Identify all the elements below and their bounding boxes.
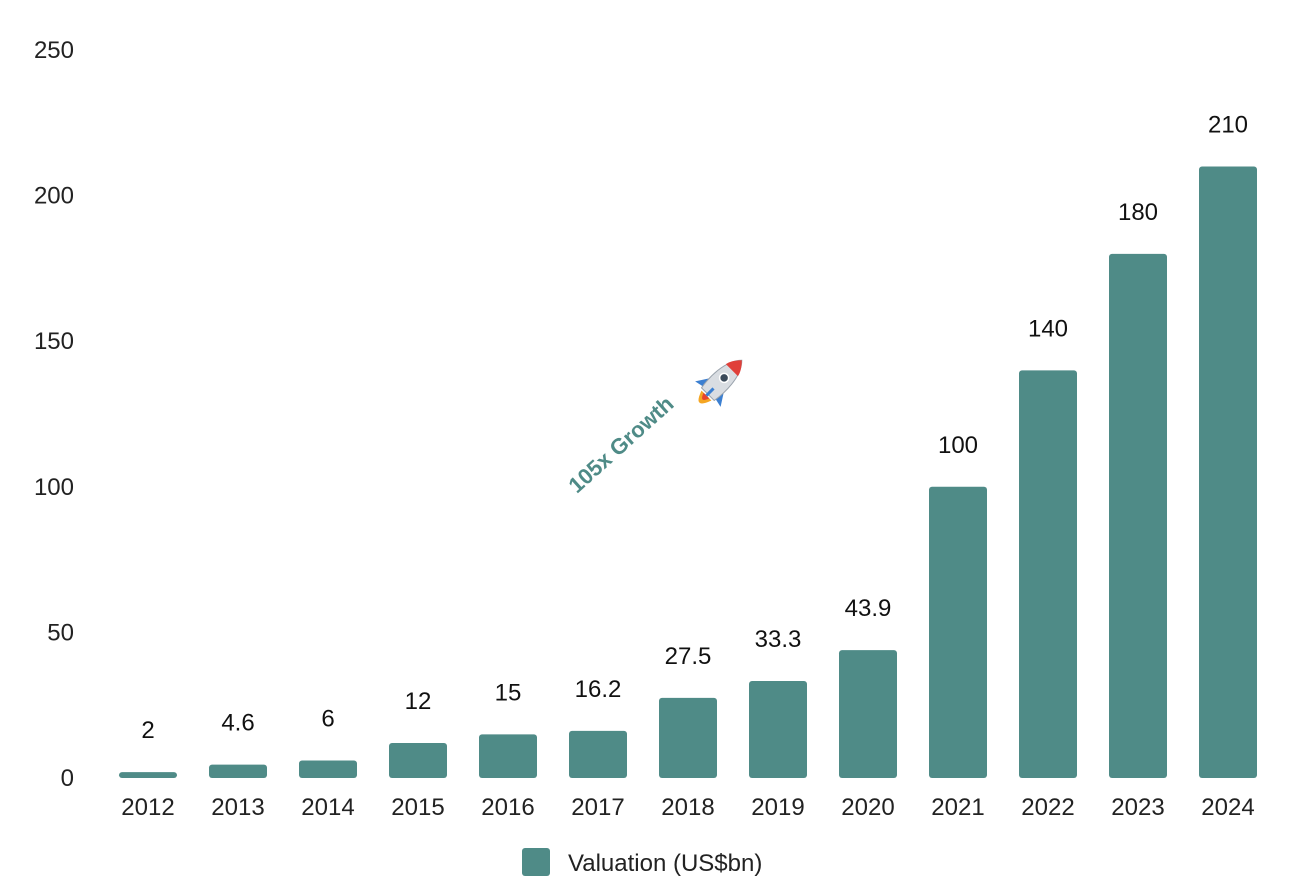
data-label-2013: 4.6 — [221, 710, 254, 737]
bar-2019 — [749, 681, 807, 778]
bar-2012 — [119, 772, 177, 778]
x-tick-label: 2016 — [481, 794, 534, 821]
bar-2016 — [479, 734, 537, 778]
x-tick-label: 2012 — [121, 794, 174, 821]
data-label-2022: 140 — [1028, 315, 1068, 342]
x-tick-label: 2021 — [931, 794, 984, 821]
data-label-2019: 33.3 — [755, 626, 802, 653]
bar-2017 — [569, 730, 627, 778]
legend: Valuation (US$bn) — [522, 848, 762, 877]
x-tick-label: 2018 — [661, 794, 714, 821]
data-label-2023: 180 — [1118, 199, 1158, 226]
data-label-2021: 100 — [938, 432, 978, 459]
x-tick-label: 2017 — [571, 794, 624, 821]
data-label-2017: 16.2 — [575, 676, 622, 703]
growth-annotation: 105x Growth — [564, 359, 743, 498]
x-tick-label: 2023 — [1111, 794, 1164, 821]
x-tick-label: 2014 — [301, 794, 354, 821]
growth-annotation-text: 105x Growth — [564, 391, 679, 498]
legend-label: Valuation (US$bn) — [568, 850, 762, 877]
data-label-2012: 2 — [141, 717, 154, 744]
x-tick-label: 2013 — [211, 794, 264, 821]
bar-2023 — [1109, 253, 1167, 779]
y-tick-label: 250 — [34, 37, 74, 64]
data-label-2024: 210 — [1208, 111, 1248, 138]
bars — [119, 166, 1257, 779]
bar-2014 — [299, 760, 357, 778]
rocket-icon — [695, 359, 743, 407]
data-label-2014: 6 — [321, 706, 334, 733]
bar-2020 — [839, 650, 897, 778]
data-label-2018: 27.5 — [665, 643, 712, 670]
y-tick-label: 0 — [61, 765, 74, 792]
bar-2021 — [929, 486, 987, 778]
y-axis: 0 50 100 150 200 250 — [34, 37, 74, 792]
x-tick-label: 2022 — [1021, 794, 1074, 821]
x-tick-label: 2020 — [841, 794, 894, 821]
x-tick-label: 2019 — [751, 794, 804, 821]
bar-2015 — [389, 743, 447, 778]
x-tick-label: 2024 — [1201, 794, 1254, 821]
bar-2013 — [209, 764, 267, 778]
x-tick-label: 2015 — [391, 794, 444, 821]
bar-2022 — [1019, 370, 1077, 778]
y-tick-label: 150 — [34, 328, 74, 355]
y-tick-label: 100 — [34, 474, 74, 501]
data-label-2016: 15 — [495, 679, 522, 706]
bar-2024 — [1199, 166, 1257, 779]
data-labels: 2 4.6 6 12 15 16.2 27.5 33.3 43.9 100 140 180 210 — [141, 111, 1248, 744]
bar-2018 — [659, 697, 717, 778]
y-tick-label: 200 — [34, 183, 74, 210]
legend-swatch — [522, 848, 550, 876]
data-label-2020: 43.9 — [845, 595, 892, 622]
y-tick-label: 50 — [47, 619, 74, 646]
data-label-2015: 12 — [405, 688, 432, 715]
x-axis: 2012 2013 2014 2015 2016 2017 2018 2019 2020 2021… — [121, 794, 1254, 821]
